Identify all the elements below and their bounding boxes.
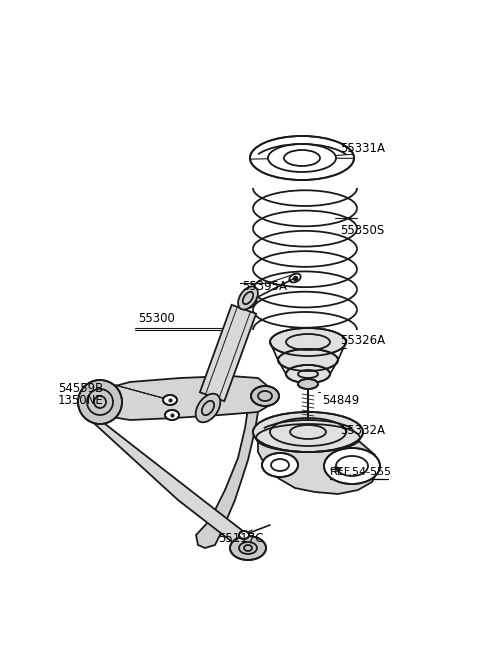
Ellipse shape	[278, 349, 338, 371]
Polygon shape	[196, 408, 258, 548]
Polygon shape	[85, 376, 270, 420]
Ellipse shape	[239, 531, 249, 539]
Ellipse shape	[238, 287, 258, 310]
Text: 55326A: 55326A	[340, 333, 385, 346]
Text: 55117C: 55117C	[218, 531, 264, 544]
Polygon shape	[200, 305, 256, 401]
Ellipse shape	[262, 453, 298, 477]
Text: 55300: 55300	[138, 312, 175, 325]
Ellipse shape	[286, 365, 330, 383]
Ellipse shape	[253, 412, 363, 452]
Text: 54849: 54849	[322, 394, 359, 407]
Ellipse shape	[196, 394, 220, 422]
Text: 54559B: 54559B	[58, 382, 103, 394]
Text: 55350S: 55350S	[340, 224, 384, 237]
Ellipse shape	[324, 448, 380, 484]
Polygon shape	[85, 398, 256, 552]
Text: 55395A: 55395A	[242, 279, 287, 293]
Ellipse shape	[78, 380, 122, 424]
Text: 1350NE: 1350NE	[58, 394, 104, 407]
Ellipse shape	[251, 386, 279, 406]
Ellipse shape	[250, 136, 354, 180]
Ellipse shape	[298, 379, 318, 389]
Ellipse shape	[230, 536, 266, 560]
Text: 55331A: 55331A	[340, 142, 385, 155]
Text: REF.54-555: REF.54-555	[330, 467, 392, 477]
Ellipse shape	[165, 410, 179, 420]
Ellipse shape	[163, 395, 177, 405]
Polygon shape	[258, 432, 378, 494]
Ellipse shape	[270, 328, 346, 356]
Text: 55332A: 55332A	[340, 424, 385, 436]
